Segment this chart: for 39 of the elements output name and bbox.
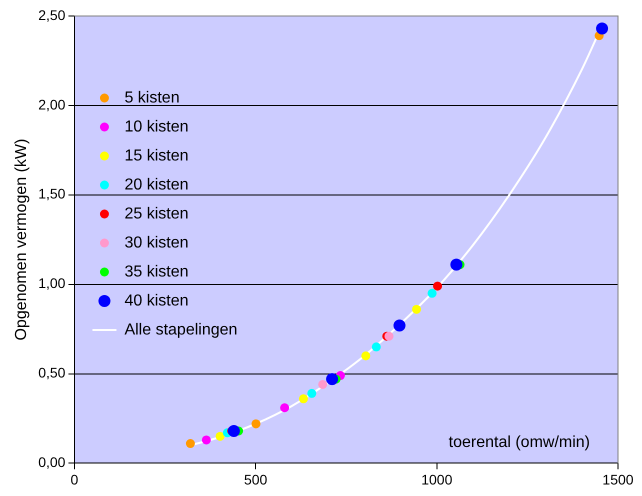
x-tick-label: 500 — [244, 471, 268, 488]
point — [433, 282, 442, 291]
point — [428, 288, 437, 298]
y-tick-label: 1,50 — [38, 186, 66, 202]
point — [450, 258, 462, 271]
point — [251, 419, 260, 428]
y-axis-title: Opgenomen vermogen (kW) — [13, 138, 30, 341]
legend-label: 40 kisten — [124, 292, 188, 310]
point — [216, 432, 225, 441]
y-tick-label: 1,00 — [38, 275, 66, 292]
point — [372, 342, 381, 352]
x-tick-label: 0 — [70, 471, 79, 488]
x-axis-title: toerental (omw/min) — [448, 434, 590, 452]
legend-label: 35 kisten — [124, 263, 188, 280]
point — [318, 380, 328, 389]
point — [186, 439, 195, 448]
legend-label: 20 kisten — [124, 176, 188, 194]
x-tick-label: 1000 — [421, 471, 453, 488]
point — [596, 22, 608, 35]
legend-label: 15 kisten — [124, 147, 188, 164]
legend-label: Alle stapelingen — [124, 321, 238, 338]
y-tick-label: 0,00 — [38, 454, 66, 470]
y-tick-label: 2,00 — [38, 96, 66, 112]
y-tick-label: 2,50 — [38, 6, 66, 23]
point — [280, 403, 290, 412]
legend-label: 5 kisten — [124, 89, 180, 106]
legend-label: 25 kisten — [124, 205, 188, 222]
point — [228, 425, 240, 437]
y-tick-label: 0,50 — [38, 364, 66, 381]
point — [412, 304, 422, 314]
point — [326, 373, 338, 386]
point — [307, 388, 316, 398]
point — [202, 435, 211, 444]
point — [393, 319, 406, 332]
x-tick-label: 1500 — [602, 471, 634, 488]
point — [361, 351, 370, 360]
legend-label: 30 kisten — [124, 234, 188, 252]
legend-label: 10 kisten — [124, 118, 188, 136]
point — [298, 394, 308, 404]
